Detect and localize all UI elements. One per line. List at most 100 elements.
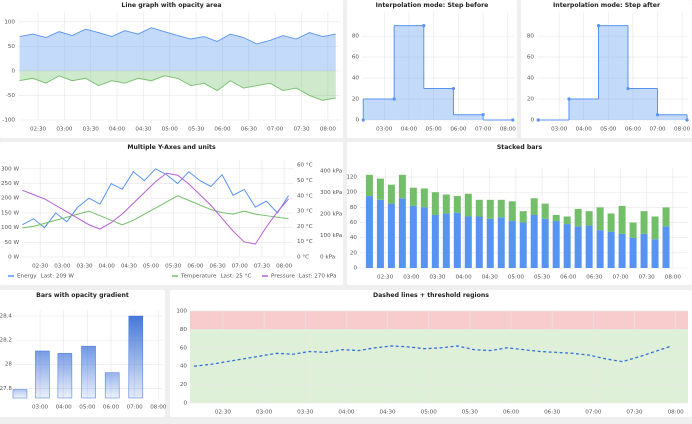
x-tick-label: 05:00 bbox=[79, 405, 96, 411]
point bbox=[536, 118, 540, 122]
y-tick-label: 40 bbox=[350, 235, 358, 241]
bar-segment bbox=[585, 225, 593, 268]
x-tick-label: 03:30 bbox=[297, 410, 314, 416]
panel bbox=[347, 142, 692, 285]
bar-segment bbox=[497, 217, 505, 268]
bar-segment bbox=[431, 192, 439, 215]
point bbox=[392, 97, 396, 101]
x-tick-label: 03:30 bbox=[76, 264, 93, 270]
y-tick-label: 40 bbox=[180, 364, 188, 370]
bar-segment bbox=[541, 218, 549, 268]
y-tick-label: 0 bbox=[11, 68, 15, 74]
bar-segment bbox=[365, 196, 373, 268]
y-tick-label: 400 kPa bbox=[320, 168, 342, 174]
x-tick-label: 02:30 bbox=[32, 264, 49, 270]
y-tick-label: 300 W bbox=[1, 166, 19, 172]
x-tick-label: 05:00 bbox=[143, 264, 160, 270]
x-tick-label: 05:00 bbox=[426, 127, 443, 133]
x-tick-label: 04:00 bbox=[338, 410, 355, 416]
point bbox=[567, 97, 571, 101]
bar-segment bbox=[497, 199, 505, 218]
y-tick-label: 28 bbox=[5, 362, 13, 368]
panel-title: Stacked bars bbox=[497, 144, 543, 151]
bar-segment bbox=[662, 207, 670, 227]
bar-segment bbox=[552, 214, 560, 222]
panel bbox=[347, 0, 517, 138]
bar-segment bbox=[442, 194, 450, 214]
y-tick-label: 100 W bbox=[1, 225, 19, 231]
y-tick-label: 80 bbox=[180, 327, 188, 333]
y-tick-label: 120 bbox=[346, 175, 357, 181]
y-tick-label: 0 kPa bbox=[320, 255, 335, 261]
x-tick-label: 03:30 bbox=[429, 275, 446, 281]
x-tick-label: 07:30 bbox=[293, 127, 310, 133]
series-line bbox=[19, 75, 336, 101]
y-tick-label: 40 bbox=[527, 76, 535, 82]
bar-segment bbox=[365, 174, 373, 197]
x-tick-label: 06:30 bbox=[586, 275, 603, 281]
x-tick-label: 03:00 bbox=[376, 127, 393, 133]
bar-segment bbox=[475, 216, 483, 268]
y-tick-label: 40 bbox=[352, 76, 360, 82]
series-line bbox=[22, 172, 289, 245]
series-line bbox=[22, 195, 289, 229]
series-line bbox=[19, 27, 336, 45]
panel bbox=[521, 0, 692, 138]
series-line bbox=[22, 168, 289, 229]
x-tick-label: 08:00 bbox=[665, 275, 682, 281]
x-tick-label: 06:00 bbox=[187, 264, 204, 270]
y-tick-label: 50 W bbox=[5, 240, 20, 246]
bar-segment bbox=[508, 221, 516, 268]
point bbox=[361, 118, 365, 122]
bar-segment bbox=[464, 216, 472, 268]
x-tick-label: 05:00 bbox=[508, 275, 525, 281]
y-tick-label: 0 bbox=[530, 118, 534, 124]
x-tick-label: 05:30 bbox=[462, 410, 479, 416]
panel-title: Line graph with opacity area bbox=[121, 2, 221, 9]
bar-segment bbox=[640, 233, 648, 268]
bar-segment bbox=[596, 207, 604, 231]
bar-segment bbox=[596, 230, 604, 268]
bar bbox=[57, 353, 73, 399]
threshold-region bbox=[190, 311, 688, 330]
y-tick-label: 60 bbox=[350, 220, 358, 226]
bar-segment bbox=[442, 213, 450, 268]
x-tick-label: 07:30 bbox=[639, 275, 656, 281]
legend-value: Last: 270 kPa bbox=[299, 274, 337, 280]
step-fill bbox=[568, 99, 599, 120]
step-fill bbox=[423, 88, 454, 120]
panel bbox=[0, 142, 343, 285]
x-tick-label: 07:00 bbox=[267, 127, 284, 133]
x-tick-label: 06:30 bbox=[210, 264, 227, 270]
legend-name: Temperature bbox=[180, 274, 217, 280]
bar-segment bbox=[519, 222, 527, 268]
y-tick-label: 0 W bbox=[8, 255, 19, 261]
x-tick-label: 04:00 bbox=[56, 405, 73, 411]
x-tick-label: 07:00 bbox=[232, 264, 249, 270]
y-tick-label: 0 bbox=[183, 401, 187, 407]
step-fill bbox=[598, 25, 628, 121]
point bbox=[596, 24, 601, 28]
x-tick-label: 04:30 bbox=[121, 264, 138, 270]
x-tick-label: 08:00 bbox=[320, 127, 337, 133]
x-tick-label: 02:30 bbox=[215, 410, 232, 416]
x-tick-label: 03:30 bbox=[83, 127, 100, 133]
y-tick-label: 60 bbox=[180, 345, 188, 351]
x-tick-label: 06:00 bbox=[503, 410, 520, 416]
x-tick-label: 02:30 bbox=[30, 127, 47, 133]
panel-title: Dashed lines + threshold regions bbox=[373, 292, 489, 299]
bar-segment bbox=[519, 211, 527, 223]
bar-segment bbox=[629, 237, 637, 268]
step-fill bbox=[363, 99, 395, 120]
y-tick-label: 100 bbox=[4, 19, 15, 25]
area-fill bbox=[19, 70, 336, 101]
x-tick-label: 08:00 bbox=[674, 127, 691, 133]
bar-segment bbox=[541, 203, 549, 219]
step-fill bbox=[627, 88, 658, 120]
y-tick-label: 20 bbox=[350, 250, 358, 256]
point bbox=[511, 118, 515, 122]
x-tick-label: 04:00 bbox=[576, 127, 593, 133]
bar-segment bbox=[387, 203, 395, 268]
x-tick-label: 08:00 bbox=[276, 264, 293, 270]
